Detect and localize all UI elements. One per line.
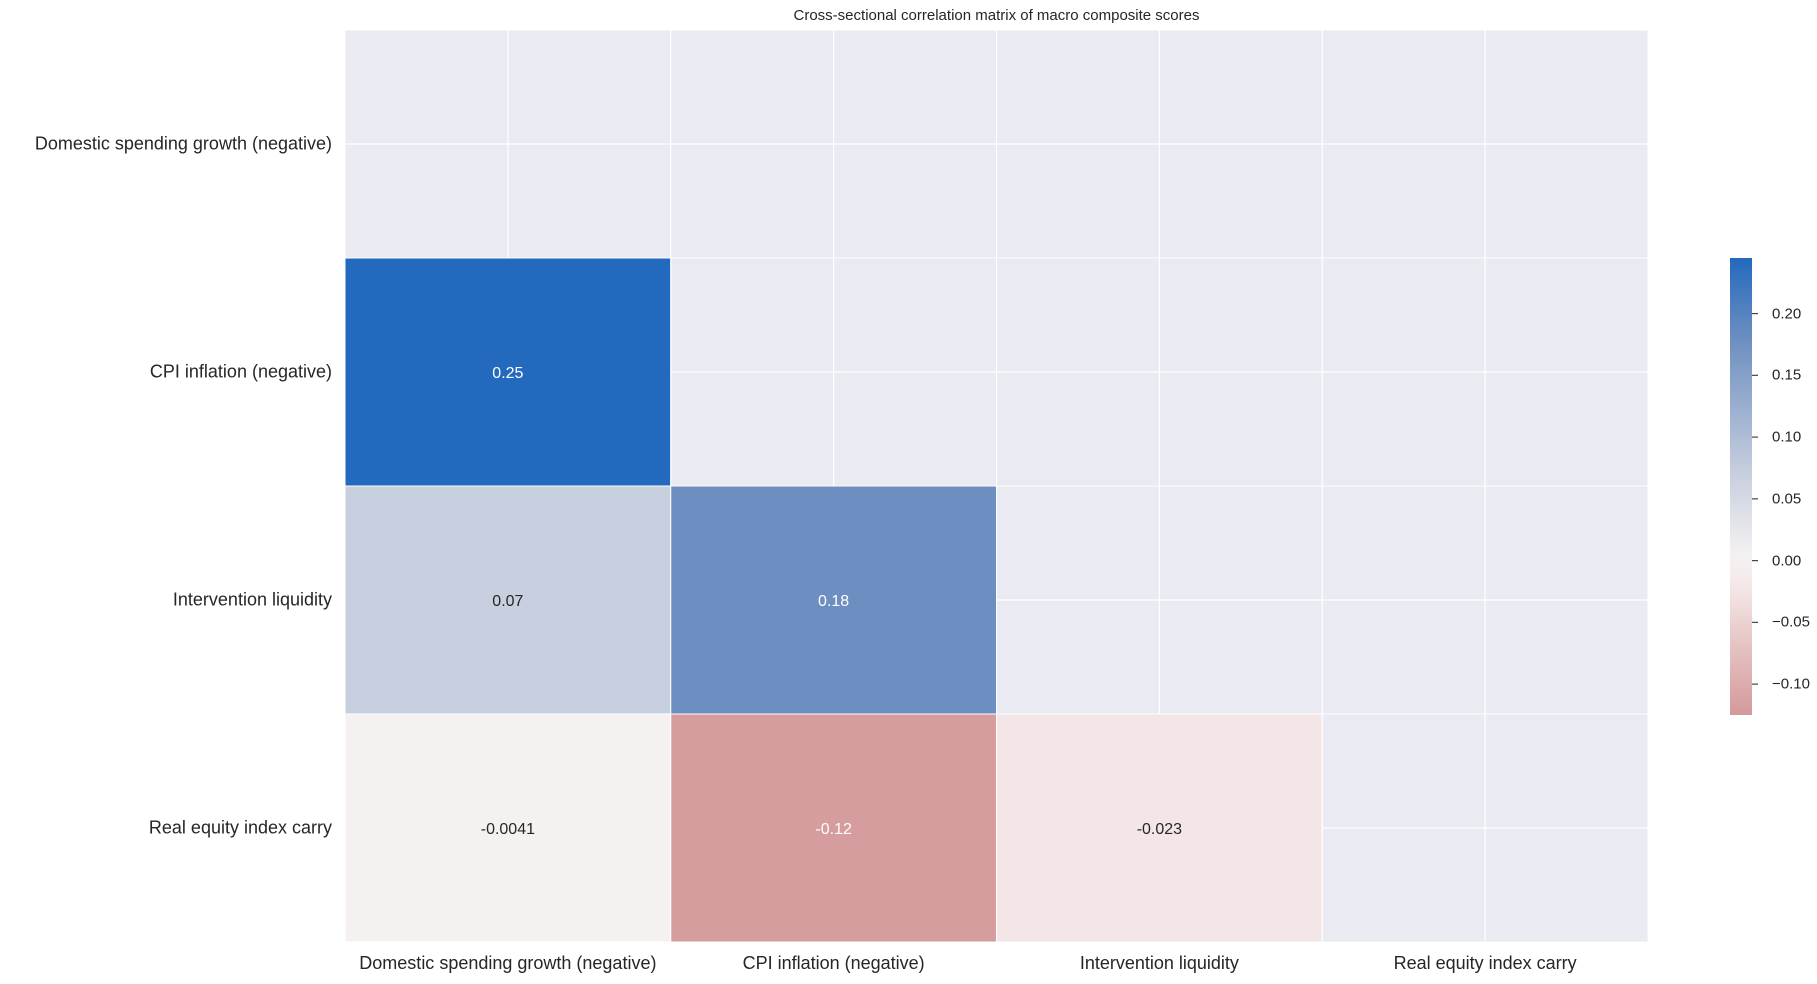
colorbar-tick-label: −0.10	[1772, 675, 1810, 693]
heatmap-cell	[670, 485, 997, 715]
cell-annotation: -0.0041	[481, 821, 535, 838]
colorbar-tick-label: 0.00	[1772, 552, 1802, 570]
x-tick-label: CPI inflation (negative)	[742, 953, 925, 973]
x-tick-label: Intervention liquidity	[1079, 953, 1239, 973]
x-tick-label: Domestic spending growth (negative)	[359, 953, 657, 973]
cell-annotation: 0.25	[492, 365, 523, 382]
masked-cell	[1321, 713, 1649, 943]
y-tick-label: Intervention liquidity	[172, 589, 332, 610]
colorbar-tick-label: 0.20	[1772, 305, 1802, 323]
chart-title: Cross-sectional correlation matrix of ma…	[793, 7, 1200, 24]
cell-annotation: -0.023	[1137, 821, 1182, 838]
colorbar-tick-label: 0.10	[1772, 428, 1802, 446]
x-tick-label: Real equity index carry	[1393, 953, 1577, 973]
cell-annotation: 0.18	[818, 593, 849, 610]
heatmap-cell	[670, 713, 997, 943]
y-tick-label: Domestic spending growth (negative)	[34, 133, 332, 154]
y-tick-label: CPI inflation (negative)	[149, 361, 332, 382]
colorbar-tick-label: −0.05	[1772, 613, 1810, 631]
colorbar-tick-label: 0.15	[1772, 366, 1802, 384]
heatmap-cell	[344, 485, 672, 715]
heatmap-cell	[344, 713, 672, 943]
cell-annotation: 0.07	[492, 593, 523, 610]
heatmap-cell	[996, 713, 1323, 943]
colorbar-tick-label: 0.05	[1772, 490, 1802, 508]
y-tick-label: Real equity index carry	[148, 817, 332, 838]
colorbar	[1730, 258, 1752, 715]
cell-annotation: -0.12	[815, 821, 852, 838]
heatmap-cell	[344, 257, 672, 487]
